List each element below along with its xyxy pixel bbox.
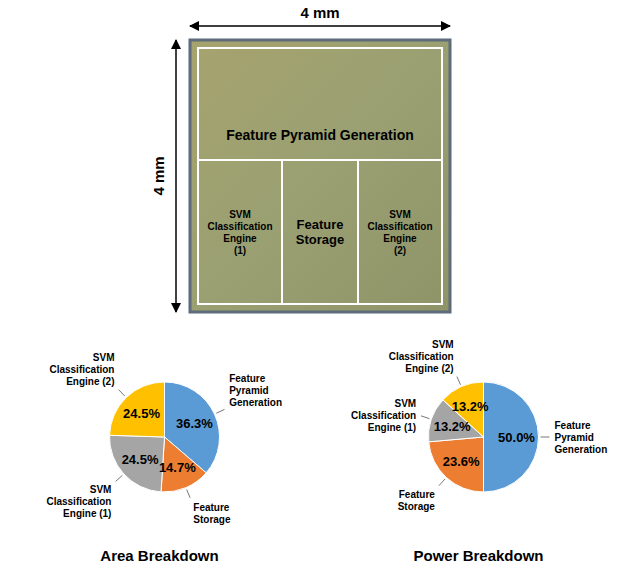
- svg-text:24.5%: 24.5%: [122, 452, 159, 467]
- svg-text:SVMClassificationEngine (2): SVMClassificationEngine (2): [389, 339, 454, 374]
- svg-text:23.6%: 23.6%: [443, 454, 480, 469]
- svg-text:SVMClassificationEngine (1): SVMClassificationEngine (1): [351, 398, 416, 433]
- svg-text:4 mm: 4 mm: [150, 156, 167, 195]
- svg-text:FeatureStorage: FeatureStorage: [193, 502, 231, 525]
- svg-text:13.2%: 13.2%: [452, 399, 489, 414]
- svg-text:14.7%: 14.7%: [159, 460, 196, 475]
- svg-text:SVMClassificationEngine (2): SVMClassificationEngine (2): [49, 352, 114, 387]
- svg-text:24.5%: 24.5%: [123, 406, 160, 421]
- svg-text:FeatureStorage: FeatureStorage: [398, 489, 436, 512]
- svg-text:FeaturePyramidGeneration: FeaturePyramidGeneration: [229, 373, 282, 408]
- svg-text:FeatureStorage: FeatureStorage: [296, 217, 344, 247]
- svg-text:Feature Pyramid Generation: Feature Pyramid Generation: [226, 127, 414, 143]
- svg-text:13.2%: 13.2%: [434, 419, 471, 434]
- svg-text:36.3%: 36.3%: [176, 416, 213, 431]
- html-text:Power Breakdown: Power Breakdown: [413, 547, 544, 564]
- svg-text:SVMClassificationEngine(2): SVMClassificationEngine(2): [367, 209, 432, 256]
- svg-text:SVMClassificationEngine (1): SVMClassificationEngine (1): [46, 484, 111, 519]
- html-text:Area Breakdown: Area Breakdown: [100, 547, 219, 564]
- svg-text:4 mm: 4 mm: [300, 4, 339, 21]
- svg-text:FeaturePyramidGeneration: FeaturePyramidGeneration: [555, 420, 608, 455]
- svg-text:SVMClassificationEngine(1): SVMClassificationEngine(1): [207, 209, 272, 256]
- svg-text:50.0%: 50.0%: [498, 430, 535, 445]
